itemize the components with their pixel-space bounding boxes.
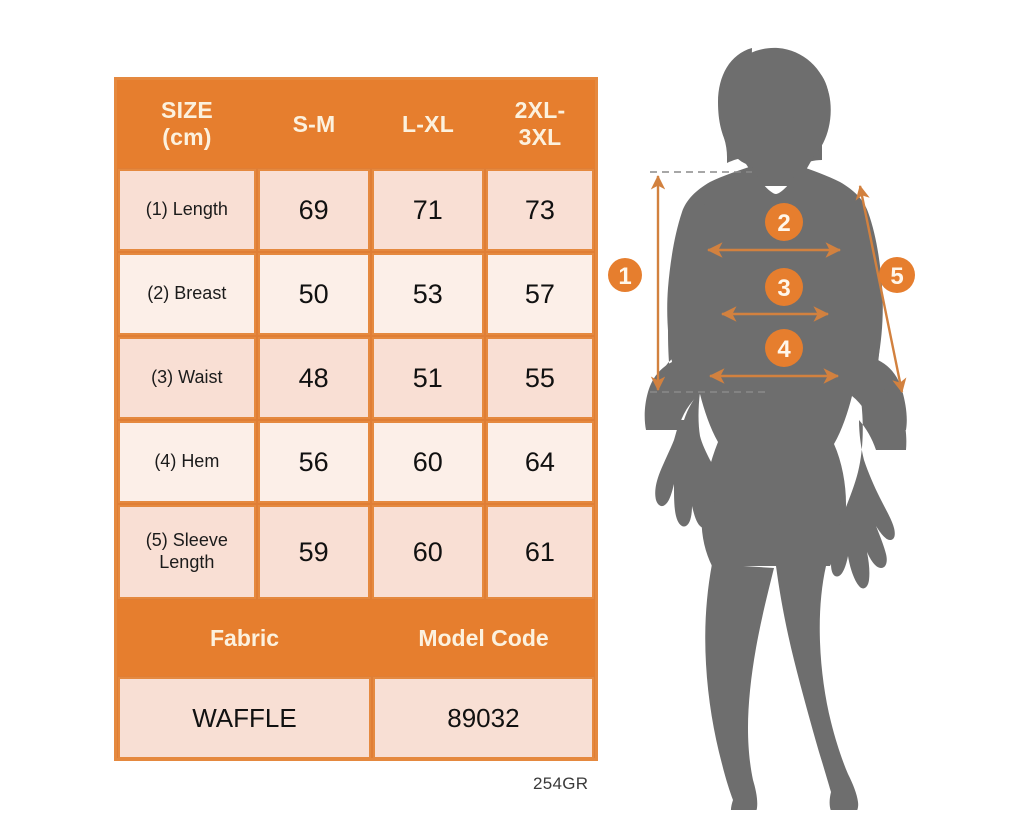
marker-label-3: 3 <box>777 275 790 302</box>
row-label-length: (1) Length <box>118 169 256 251</box>
header-col-lxl: L-XL <box>402 110 454 137</box>
weight-caption: 254GR <box>533 774 589 793</box>
cell-hem-sm: 56 <box>257 421 370 503</box>
measure-arrow-sleeve-length <box>855 185 907 393</box>
cell-waist-sm: 48 <box>257 337 370 419</box>
cell-length-lxl: 71 <box>371 169 484 251</box>
table-header-row: SIZE (cm) S-M L-XL 2XL- 3XL <box>117 80 595 168</box>
header-size-cm: SIZE (cm) <box>117 80 257 168</box>
marker-label-4: 4 <box>777 336 791 363</box>
cell-sleeve-lxl: 60 <box>371 505 484 599</box>
cell-model-code-value: 89032 <box>372 677 594 759</box>
row-label-sleeve-line2: Length <box>159 552 215 572</box>
female-silhouette-icon <box>644 47 907 810</box>
header-model-code: Model Code <box>418 624 549 651</box>
cell-waist-lxl: 51 <box>371 337 484 419</box>
marker-badge-4: 4 <box>765 329 803 367</box>
marker-badge-3: 3 <box>765 268 803 306</box>
cell-sleeve-2xl3xl: 61 <box>485 505 594 599</box>
marker-badge-5: 5 <box>879 257 915 293</box>
cell-breast-2xl3xl: 57 <box>485 253 594 335</box>
cell-hem-lxl: 60 <box>371 421 484 503</box>
table-row: (4) Hem 56 60 64 <box>117 420 595 504</box>
cell-hem-2xl3xl: 64 <box>485 421 594 503</box>
marker-label-1: 1 <box>618 263 631 290</box>
cell-waist-2xl3xl: 55 <box>485 337 594 419</box>
header-col3-line2: 3XL <box>518 124 562 150</box>
cell-fabric-value: WAFFLE <box>118 677 371 759</box>
table-row: (3) Waist 48 51 55 <box>117 336 595 420</box>
footer-header-row: Fabric Model Code <box>117 600 595 676</box>
header-col3-line1: 2XL- <box>514 97 566 124</box>
row-label-waist: (3) Waist <box>118 337 256 419</box>
model-figure-diagram: 1 2 3 4 5 <box>600 10 1000 810</box>
marker-label-5: 5 <box>890 263 903 290</box>
cell-breast-lxl: 53 <box>371 253 484 335</box>
cell-length-sm: 69 <box>257 169 370 251</box>
cell-length-2xl3xl: 73 <box>485 169 594 251</box>
row-label-sleeve-length: (5) Sleeve Length <box>118 505 256 599</box>
row-label-breast: (2) Breast <box>118 253 256 335</box>
header-col-2xl-3xl: 2XL- 3XL <box>485 80 595 168</box>
header-col-sm: S-M <box>292 110 336 137</box>
marker-label-2: 2 <box>777 210 790 237</box>
table-row: (2) Breast 50 53 57 <box>117 252 595 336</box>
header-fabric: Fabric <box>209 624 280 651</box>
table-row: (5) Sleeve Length 59 60 61 <box>117 504 595 600</box>
cell-breast-sm: 50 <box>257 253 370 335</box>
marker-badge-1: 1 <box>608 258 642 292</box>
header-size-line1: SIZE <box>161 97 213 124</box>
header-size-line2: (cm) <box>162 124 212 150</box>
row-label-sleeve-line1: (5) Sleeve <box>145 530 228 551</box>
cell-sleeve-sm: 59 <box>257 505 370 599</box>
footer-value-row: WAFFLE 89032 <box>117 676 595 760</box>
row-label-hem: (4) Hem <box>118 421 256 503</box>
table-row: (1) Length 69 71 73 <box>117 168 595 252</box>
marker-badge-2: 2 <box>765 203 803 241</box>
size-chart-table: SIZE (cm) S-M L-XL 2XL- 3XL (1) Length 6… <box>114 77 598 761</box>
